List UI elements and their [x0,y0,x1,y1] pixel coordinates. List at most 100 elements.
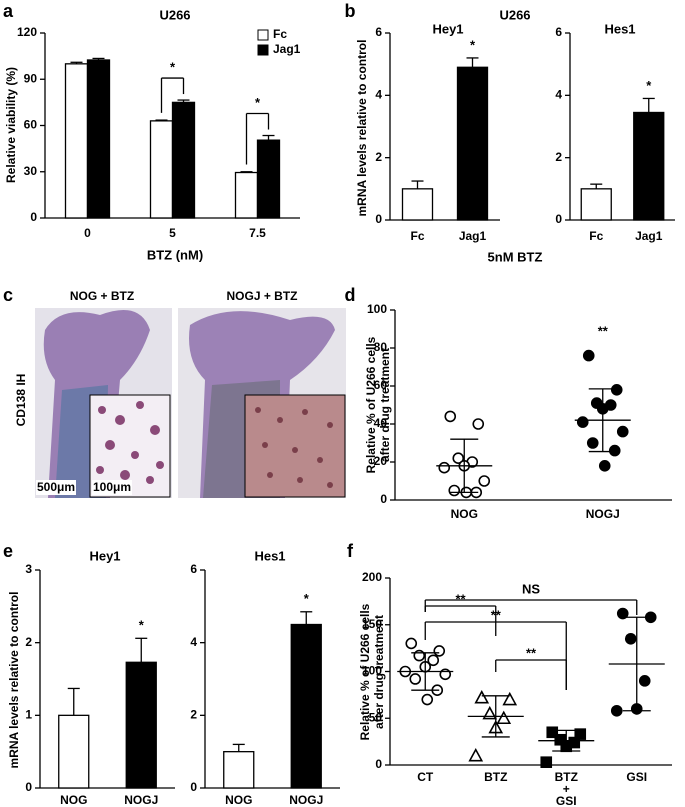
y-axis-label: mRNA levels relative to control [7,592,21,769]
y-tick-label: 6 [190,562,197,576]
data-point [405,637,418,650]
y-tick-label: 150 [362,617,382,631]
bar [58,714,90,789]
panel-label: a [3,1,14,21]
x-tick-label: 5 [169,226,176,240]
significance-label: * [470,37,476,52]
y-axis-label: Relative % of U266 cells [364,336,378,473]
bar [64,63,89,219]
scale-bar-bg [92,480,132,495]
x-tick-label: 0 [84,226,91,240]
x-axis-label: BTZ (nM) [147,247,203,262]
y-tick-label: 2 [375,150,382,164]
data-point [413,649,426,662]
bar [580,188,612,221]
inset-cells [96,401,164,484]
image-title: NOG + BTZ [70,289,134,303]
y-tick-label: 80 [374,340,388,354]
inset-cells [255,407,333,488]
data-point [608,444,621,457]
y-tick-label: 200 [362,570,382,584]
data-point [638,675,651,687]
data-point [496,710,512,725]
y-tick-label: 6 [555,25,562,39]
data-point [616,607,629,620]
x-axis-label: 5nM BTZ [488,249,543,264]
y-tick-label: 30 [24,164,38,178]
x-tick-label: Fc [589,229,603,243]
bar [290,623,322,789]
y-tick-label: 100 [362,664,382,678]
data-point [452,452,465,465]
inset [244,394,346,498]
data-point [610,704,623,717]
y-tick-label: 3 [25,562,32,576]
panel-label: b [345,1,356,21]
legend-label: Jag1 [273,42,301,56]
data-point [586,437,599,449]
data-point [554,733,567,746]
y-tick-label: 120 [17,25,37,39]
significance-label: * [170,60,176,75]
data-point [474,690,490,704]
x-tick-label: GSI [556,794,577,807]
y-tick-label: 0 [380,492,387,506]
x-tick-label: NOG [60,793,87,807]
data-point [576,416,589,428]
panel-c-images [35,308,346,498]
scale-bar-label: 500μm [37,480,75,494]
data-point [439,668,452,681]
chart-title: U266 [499,7,530,22]
y-tick-label: 2 [25,635,32,649]
data-point [472,418,485,430]
y-tick-label: 100 [367,302,387,316]
x-tick-label: Jag1 [635,229,663,243]
panel-label: d [345,285,356,305]
bar [223,751,255,789]
x-tick-label: 7.5 [249,226,266,240]
data-point [616,425,629,438]
y-tick-label: 0 [190,780,197,794]
x-tick-label: BTZ [484,770,507,784]
data-point [433,645,446,657]
y-tick-label: 90 [24,71,38,85]
panel-label: e [3,541,13,561]
y-axis-label: after drug treatment [378,348,392,462]
x-tick-label: + [563,782,570,796]
data-point [574,728,587,740]
y-tick-label: 0 [375,212,382,226]
significance-label: ** [491,607,502,622]
significance-label: * [646,78,652,93]
x-tick-label: NOGJ [586,507,620,521]
data-point [444,410,457,423]
y-tick-label: 50 [369,710,383,724]
chart-title: U266 [159,7,190,22]
data-point [468,747,484,762]
data-point [409,673,422,685]
data-point [624,632,637,645]
legend-swatch [257,44,269,56]
significance-label: ** [455,591,466,606]
bar [234,171,259,219]
data-point [502,691,518,706]
subplot-title: Hey1 [432,21,463,36]
y-tick-label: 40 [374,416,388,430]
data-point [610,383,623,396]
y-tick-label: 0 [25,780,32,794]
scale-bar-bg [36,480,76,495]
significance-label: * [139,618,145,633]
y-tick-label: 60 [374,378,388,392]
data-point [598,459,611,472]
significance-label: * [304,591,310,606]
y-tick-label: 0 [555,212,562,226]
bar [171,101,196,219]
significance-label: NS [522,581,540,596]
data-point [582,349,595,362]
data-point [427,654,440,667]
y-tick-label: 4 [190,635,197,649]
y-tick-label: 2 [190,708,197,722]
subplot-title: Hey1 [89,548,120,563]
y-tick-label: 1 [25,708,32,722]
y-axis-label: after drug treatment [372,615,386,729]
data-point [421,693,434,706]
